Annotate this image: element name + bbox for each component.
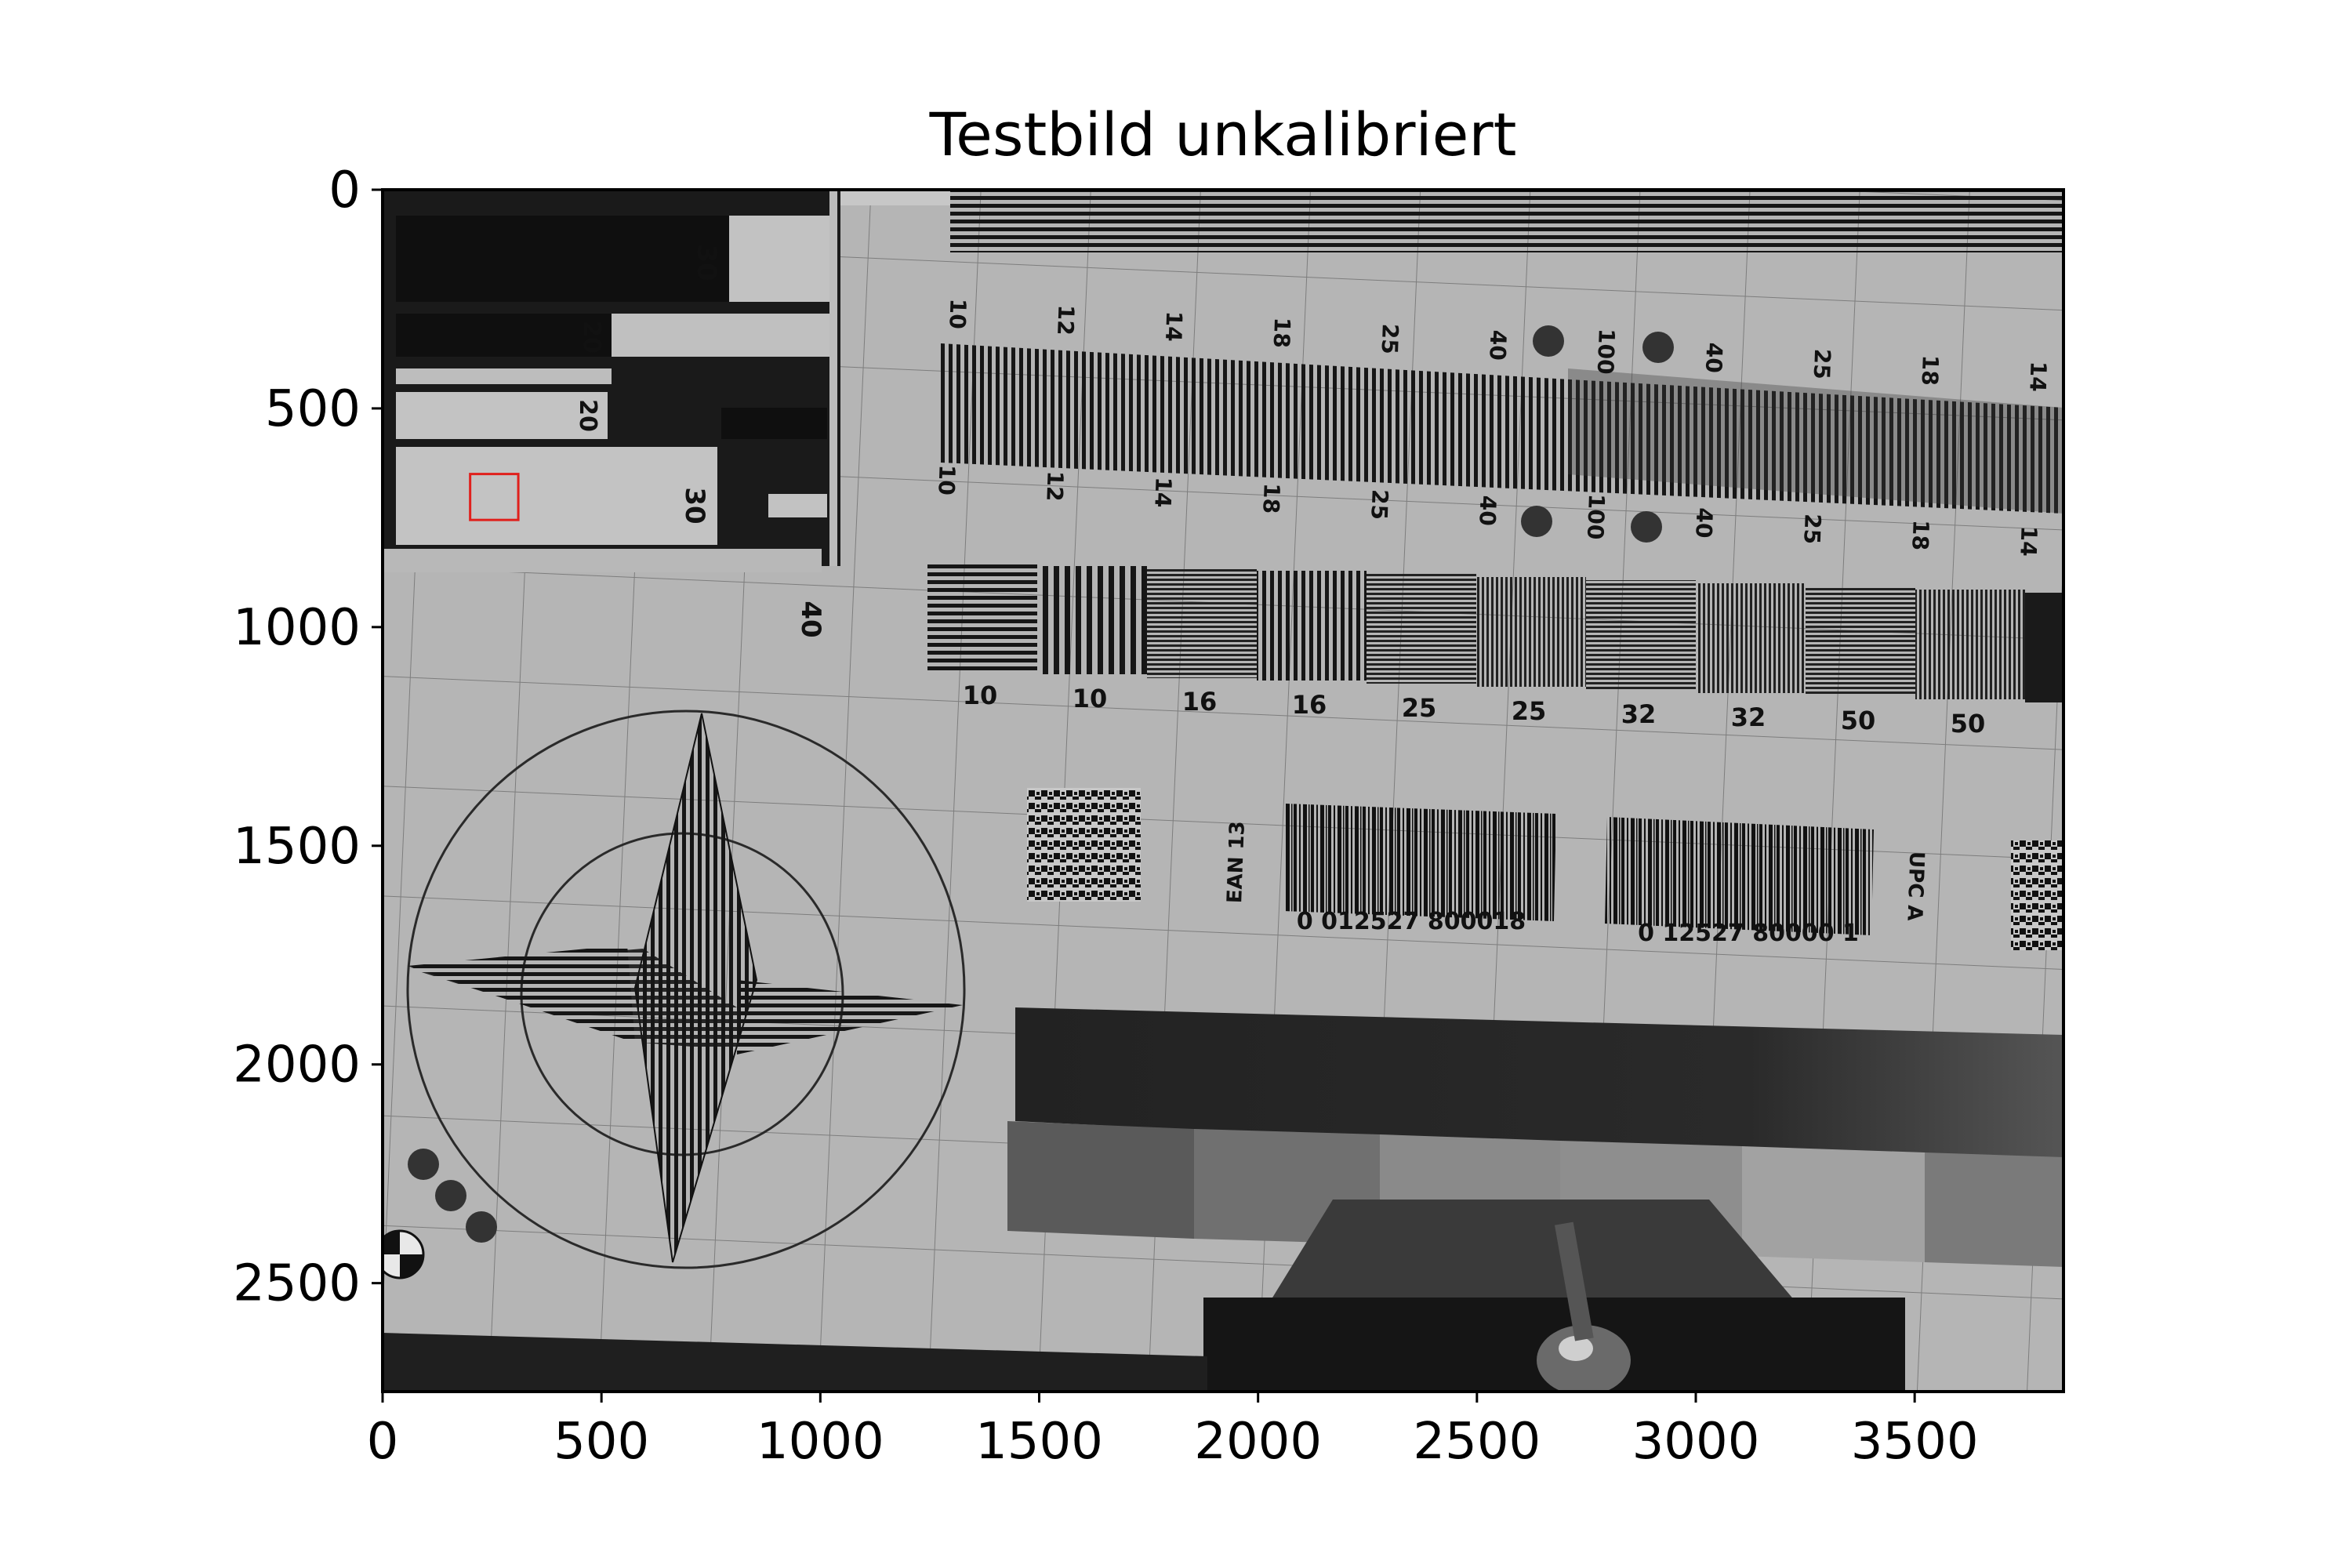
siemens-star [406,710,966,1269]
chart-holder [1203,1200,1905,1392]
y-tick-label: 2000 [233,1036,361,1094]
qr-code [1027,788,1141,902]
fiducials [383,1149,497,1279]
x-tick-label: 0 [367,1413,399,1471]
grating-label: 32 [1731,702,1766,732]
bar-target-labels: 30 20 20 30 40 [574,244,826,637]
grating-label: 50 [1841,706,1876,735]
wedge-label: 14 [1160,310,1187,342]
bar-label: 30 [679,487,710,524]
grating-label: 25 [1512,696,1547,726]
wedge-labels-bottom: 10 12 14 18 25 40 100 40 25 18 14 [933,464,2042,557]
bottom-edge-band [383,1333,1207,1392]
bar-label: 20 [574,399,601,432]
x-tick-label: 1500 [975,1413,1103,1471]
grating-row [927,564,2063,702]
x-tick-label: 1000 [757,1413,884,1471]
grating-label: 25 [1402,693,1437,723]
wedge-label: 40 [1484,329,1511,361]
wedge-label: 14 [2015,525,2042,557]
wedge-label: 40 [1474,495,1501,526]
wedge-label: 12 [1052,304,1079,336]
grating-label: 32 [1621,699,1657,729]
grating-label: 16 [1182,687,1218,717]
bar-label: 30 [691,244,722,281]
x-tick-label: 3000 [1632,1413,1760,1471]
y-tick-label: 1000 [233,599,361,657]
y-tick-label: 0 [328,162,361,220]
grating-label: 10 [963,681,998,710]
gray-scale [1007,1007,2063,1267]
test-chart-image: EAN 13 0 012527 800018 UPC A 0 12527 800… [383,190,2096,1392]
wedge-label: 40 [1690,507,1717,539]
wedge-label: 12 [1041,470,1068,502]
ean13-barcode: EAN 13 0 012527 800018 [1223,804,1556,935]
grating-labels: 10 10 16 16 25 25 32 32 50 50 10 [963,681,2096,742]
ean-title: EAN 13 [1223,821,1250,904]
x-tick-label: 2000 [1194,1413,1322,1471]
ean-digits: 0 012527 800018 [1297,908,1526,935]
wedge-label: 14 [2024,361,2051,392]
upca-title: UPC A [1902,851,1928,921]
bar-target [383,190,950,572]
figure-title: Testbild unkalibriert [929,100,1517,169]
roi-box[interactable] [469,473,520,521]
y-axis: 0 500 1000 1500 2000 2500 [233,162,383,1313]
wedge-label: 18 [1917,354,1944,386]
upca-barcode: UPC A 0 12527 80000 1 [1605,817,1929,947]
y-tick-label: 2500 [233,1255,361,1313]
wedge-label: 18 [1907,519,1933,550]
grating-label: 10 [2060,712,2096,742]
datamatrix-code [2011,840,2063,950]
x-axis: 0 500 1000 1500 2000 2500 3000 3500 [367,1392,1979,1471]
y-tick-label: 1500 [233,818,361,876]
x-tick-label: 2500 [1413,1413,1541,1471]
grating-label: 16 [1292,690,1327,720]
wedge-label: 100 [1592,328,1620,376]
wedge-label: 10 [944,298,971,329]
axes-frame [381,188,2065,1393]
wedge-label: 40 [1700,342,1727,373]
y-tick-label: 500 [265,380,361,438]
x-tick-label: 500 [554,1413,649,1471]
bar-label: 20 [578,321,605,354]
grating-label: 50 [1951,709,1986,739]
wedge-label: 18 [1269,317,1295,348]
wedge-label: 100 [1582,493,1610,540]
wedge-label: 25 [1377,323,1403,354]
wedge-label: 10 [933,464,960,495]
wedge-label: 14 [1149,477,1176,508]
wedge-label: 25 [1798,514,1825,545]
wedge-label: 25 [1366,488,1392,520]
wedge-labels-top: 10 12 14 18 25 40 100 40 25 18 14 [944,298,2051,392]
wedge-label: 25 [1809,348,1835,379]
wedge-target [941,190,2063,543]
x-tick-label: 3500 [1851,1413,1979,1471]
bar-label: 40 [795,601,826,637]
upca-digits: 0 12527 80000 1 [1638,920,1859,947]
wedge-label: 18 [1258,483,1284,514]
grating-label: 10 [1073,684,1108,713]
